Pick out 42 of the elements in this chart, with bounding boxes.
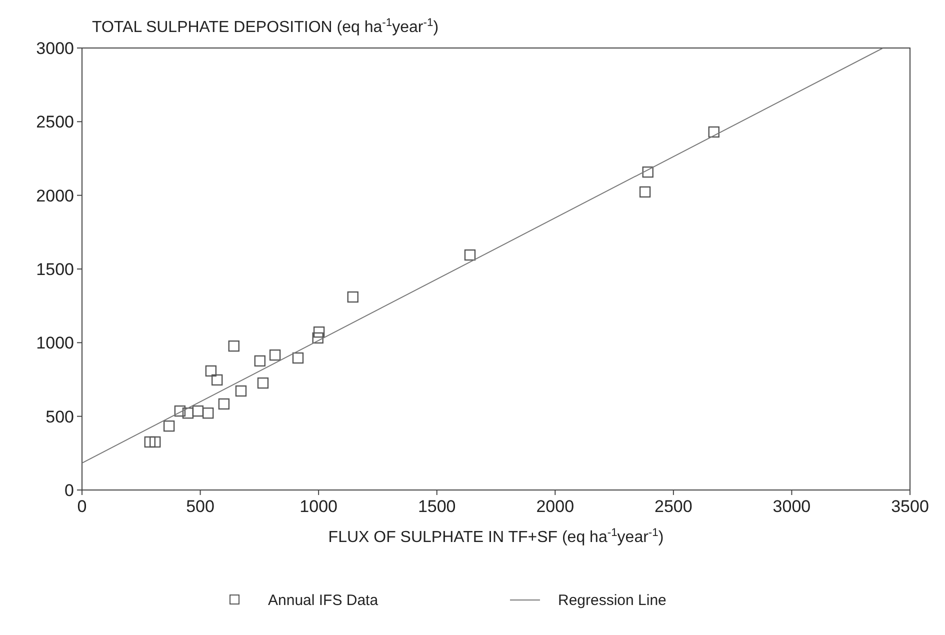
y-tick-label: 0 — [64, 481, 74, 500]
chart-title: TOTAL SULPHATE DEPOSITION (eq ha$^{-1}$year$^{-1}$) — [92, 17, 439, 36]
y-tick-label: 500 — [46, 407, 74, 426]
x-axis-title: FLUX OF SULPHATE IN TF+SF (eq ha$^{-1}$year$^{-1}$) — [328, 527, 664, 546]
x-tick-label: 1000 — [300, 497, 338, 516]
point — [182, 407, 194, 419]
point — [205, 365, 217, 377]
y-tick-label: 3000 — [36, 39, 74, 58]
x-tick-label: 500 — [186, 497, 214, 516]
y-tick-label: 2500 — [36, 112, 74, 132]
point — [192, 405, 204, 417]
point — [211, 374, 223, 386]
point — [464, 249, 476, 261]
point — [313, 326, 325, 338]
point — [228, 340, 240, 352]
point — [269, 349, 281, 361]
legend-label: Annual IFS Data — [268, 592, 379, 609]
point — [708, 126, 720, 138]
point — [163, 420, 175, 432]
x-tick-label: 3000 — [772, 497, 811, 516]
y-tick-label: 1000 — [36, 334, 74, 353]
legend-label: Regression Line — [558, 592, 666, 609]
point — [174, 405, 186, 417]
point — [150, 436, 161, 448]
x-tick-label: 2500 — [654, 497, 692, 516]
point — [202, 407, 214, 419]
y-tick-label: 1500 — [36, 260, 74, 279]
x-tick-label: 3500 — [891, 497, 929, 516]
point — [144, 436, 156, 448]
point — [218, 398, 230, 410]
point — [292, 352, 304, 364]
x-tick-label: 2000 — [536, 497, 574, 516]
point — [257, 377, 269, 389]
point — [235, 385, 247, 397]
x-tick-label: 0 — [77, 497, 87, 516]
x-tick-label: 1500 — [418, 497, 456, 516]
point — [254, 355, 266, 367]
point — [642, 166, 654, 178]
point — [347, 291, 358, 303]
point — [312, 332, 324, 344]
y-tick-label: 2000 — [36, 186, 74, 206]
point — [639, 186, 651, 198]
